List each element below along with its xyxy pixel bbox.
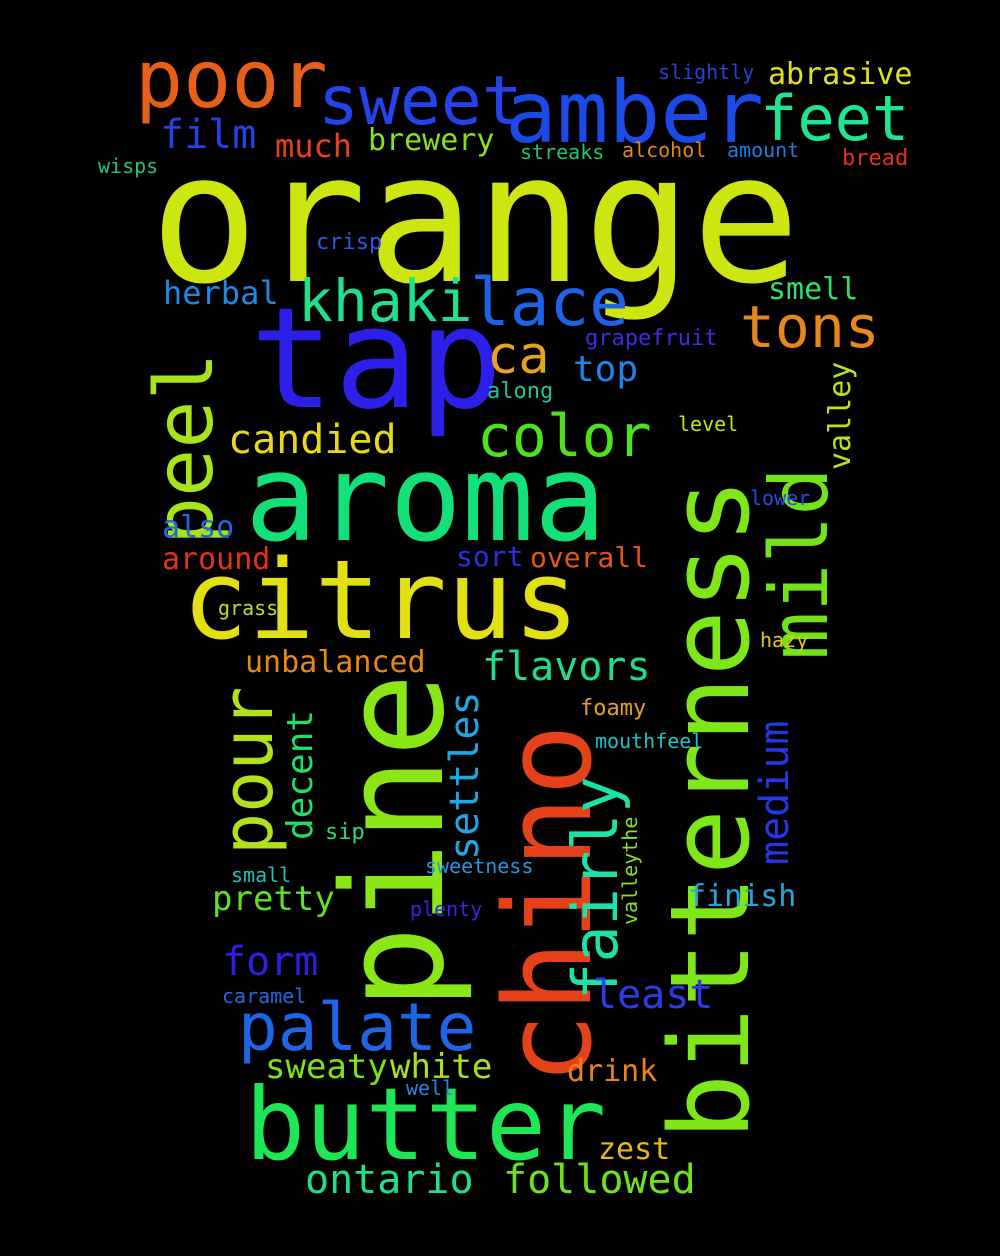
word-along: along (487, 379, 554, 404)
word-tons: tons (740, 293, 880, 361)
word-streaks: streaks (520, 140, 605, 164)
word-sweetness: sweetness (425, 854, 534, 878)
word-candied: candied (228, 417, 397, 463)
word-ontario: ontario (305, 1157, 474, 1203)
word-small: small (231, 863, 292, 887)
word-zest: zest (598, 1132, 671, 1167)
word-bread: bread (842, 146, 909, 171)
word-sweet: sweet (318, 62, 523, 141)
word-medium: medium (752, 720, 798, 866)
word-plenty: plenty (410, 897, 483, 921)
word-slightly: slightly (658, 60, 755, 84)
word-valley: valley (823, 361, 858, 470)
word-sort: sort (456, 540, 524, 573)
word-pour: pour (207, 686, 289, 855)
word-caramel: caramel (222, 984, 307, 1008)
word-least: least (593, 972, 714, 1018)
word-feet: feet (760, 82, 910, 155)
word-tap: tap (250, 278, 503, 441)
word-overall: overall (530, 541, 649, 574)
word-white: white (390, 1047, 493, 1087)
word-alcohol: alcohol (622, 138, 707, 162)
word-top: top (573, 349, 639, 390)
word-valleythe: valleythe (618, 816, 642, 925)
word-settles: settles (442, 691, 488, 860)
word-ca: ca (487, 326, 550, 386)
word-grapefruit: grapefruit (585, 326, 718, 351)
word-palate: palate (238, 989, 477, 1066)
word-lace: lace (470, 264, 629, 341)
word-foamy: foamy (580, 696, 647, 721)
word-drink: drink (567, 1054, 658, 1089)
word-khaki: khaki (298, 267, 473, 335)
word-mouthfeel: mouthfeel (595, 729, 704, 753)
word-pretty: pretty (212, 879, 335, 919)
word-color: color (477, 402, 652, 470)
word-abrasive: abrasive (768, 57, 913, 92)
word-much: much (275, 127, 353, 165)
word-also: also (162, 510, 235, 545)
word-decent: decent (280, 709, 321, 840)
word-film: film (160, 112, 257, 158)
word-aroma: aroma (245, 430, 607, 569)
word-sip: sip (325, 820, 365, 845)
word-grass: grass (218, 596, 279, 620)
word-bitterness: bitterness (646, 477, 774, 1140)
word-amount: amount (727, 138, 800, 162)
word-sweaty: sweaty (265, 1047, 388, 1087)
word-unbalanced: unbalanced (245, 645, 426, 680)
word-form: form (222, 939, 319, 985)
word-brewery: brewery (368, 123, 495, 158)
word-followed: followed (503, 1157, 696, 1203)
word-flavors: flavors (482, 644, 651, 690)
word-smell: smell (768, 272, 859, 307)
word-around: around (162, 542, 271, 577)
word-finish: finish (688, 879, 797, 914)
word-poor: poor (135, 33, 328, 126)
word-hazy: hazy (760, 628, 809, 652)
word-wisps: wisps (98, 154, 159, 178)
word-level: level (678, 412, 739, 436)
word-lower: lower (750, 486, 811, 510)
word-well: well (406, 1076, 455, 1100)
word-citrus: citrus (182, 536, 580, 664)
word-amber: amber (505, 63, 764, 163)
word-crisp: crisp (316, 230, 383, 255)
word-orange: orange (150, 115, 801, 324)
word-butter: butter (245, 1066, 607, 1183)
word-herbal: herbal (163, 274, 279, 312)
